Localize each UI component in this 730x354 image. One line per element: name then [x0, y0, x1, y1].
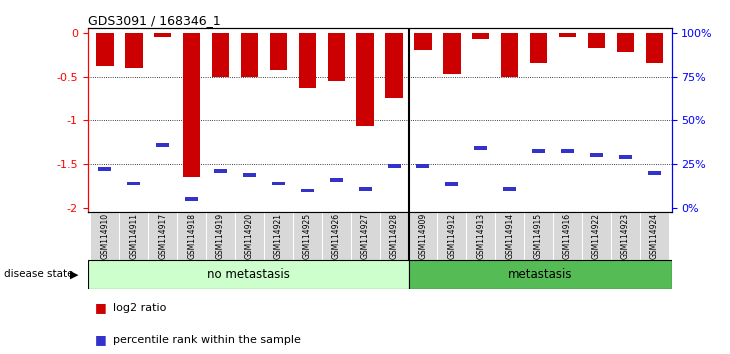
Text: GSM114928: GSM114928 — [390, 213, 399, 259]
Bar — [243, 173, 256, 177]
Text: log2 ratio: log2 ratio — [113, 303, 166, 313]
Bar — [503, 187, 516, 191]
Bar — [553, 212, 582, 260]
Text: ■: ■ — [95, 302, 107, 314]
Text: GSM114921: GSM114921 — [274, 213, 283, 259]
Bar — [96, 33, 114, 66]
Bar — [588, 33, 605, 47]
Bar — [416, 164, 429, 168]
Text: GSM114913: GSM114913 — [476, 213, 485, 259]
Bar — [590, 153, 603, 158]
Text: GSM114915: GSM114915 — [534, 213, 543, 259]
Bar — [466, 212, 495, 260]
Text: GSM114926: GSM114926 — [331, 213, 341, 259]
Text: percentile rank within the sample: percentile rank within the sample — [113, 335, 301, 345]
Bar — [270, 33, 287, 69]
Bar — [177, 212, 206, 260]
Bar — [358, 187, 372, 191]
Bar — [91, 212, 120, 260]
Bar — [495, 212, 524, 260]
Text: GSM114927: GSM114927 — [361, 213, 369, 259]
Text: GSM114916: GSM114916 — [563, 213, 572, 259]
Text: GSM114912: GSM114912 — [447, 213, 456, 259]
Bar — [409, 212, 437, 260]
Bar — [472, 33, 489, 39]
Bar — [206, 212, 235, 260]
Bar — [235, 212, 264, 260]
Bar — [293, 212, 322, 260]
Bar — [445, 182, 458, 186]
Bar — [582, 212, 611, 260]
Bar — [154, 33, 172, 37]
Text: GSM114911: GSM114911 — [129, 213, 139, 259]
Bar — [380, 212, 409, 260]
Text: GSM114918: GSM114918 — [187, 213, 196, 259]
Bar — [501, 33, 518, 76]
Bar — [88, 260, 409, 289]
Text: GDS3091 / 168346_1: GDS3091 / 168346_1 — [88, 14, 220, 27]
Bar — [415, 33, 431, 50]
Text: ▶: ▶ — [70, 269, 79, 279]
Bar — [301, 189, 314, 193]
Text: GSM114920: GSM114920 — [245, 213, 254, 259]
Text: GSM114909: GSM114909 — [418, 213, 428, 259]
Bar — [183, 33, 200, 177]
Bar — [648, 171, 661, 175]
Bar — [443, 33, 461, 74]
Bar — [99, 167, 112, 171]
Bar — [524, 212, 553, 260]
Text: GSM114924: GSM114924 — [650, 213, 658, 259]
Bar — [125, 33, 142, 68]
Text: GSM114914: GSM114914 — [505, 213, 514, 259]
Bar — [214, 169, 227, 173]
Bar — [617, 33, 634, 52]
Bar — [322, 212, 350, 260]
Text: GSM114925: GSM114925 — [303, 213, 312, 259]
Bar — [272, 182, 285, 185]
Text: disease state: disease state — [4, 269, 73, 279]
Bar — [328, 33, 345, 81]
Bar — [437, 212, 466, 260]
Bar — [241, 33, 258, 76]
Bar — [611, 212, 639, 260]
Bar — [356, 33, 374, 126]
Bar — [299, 33, 316, 88]
Text: GSM114922: GSM114922 — [592, 213, 601, 259]
Bar — [532, 149, 545, 153]
Text: GSM114917: GSM114917 — [158, 213, 167, 259]
Text: metastasis: metastasis — [508, 268, 572, 281]
Bar — [619, 155, 632, 159]
Bar — [385, 33, 403, 98]
Bar — [156, 143, 169, 147]
Bar — [559, 33, 576, 37]
Bar — [350, 212, 380, 260]
Bar — [561, 149, 574, 153]
Text: ■: ■ — [95, 333, 107, 346]
Bar — [388, 164, 401, 168]
Bar — [530, 33, 548, 63]
Text: GSM114919: GSM114919 — [216, 213, 225, 259]
Bar — [127, 182, 140, 185]
Bar — [120, 212, 148, 260]
Text: GSM114910: GSM114910 — [101, 213, 110, 259]
Text: no metastasis: no metastasis — [207, 268, 290, 281]
Bar — [148, 212, 177, 260]
Bar — [474, 147, 488, 150]
Bar — [639, 212, 669, 260]
Bar — [409, 260, 672, 289]
Bar — [264, 212, 293, 260]
Bar — [645, 33, 663, 63]
Bar — [212, 33, 229, 76]
Bar — [185, 197, 198, 201]
Text: GSM114923: GSM114923 — [620, 213, 630, 259]
Bar — [330, 178, 343, 182]
